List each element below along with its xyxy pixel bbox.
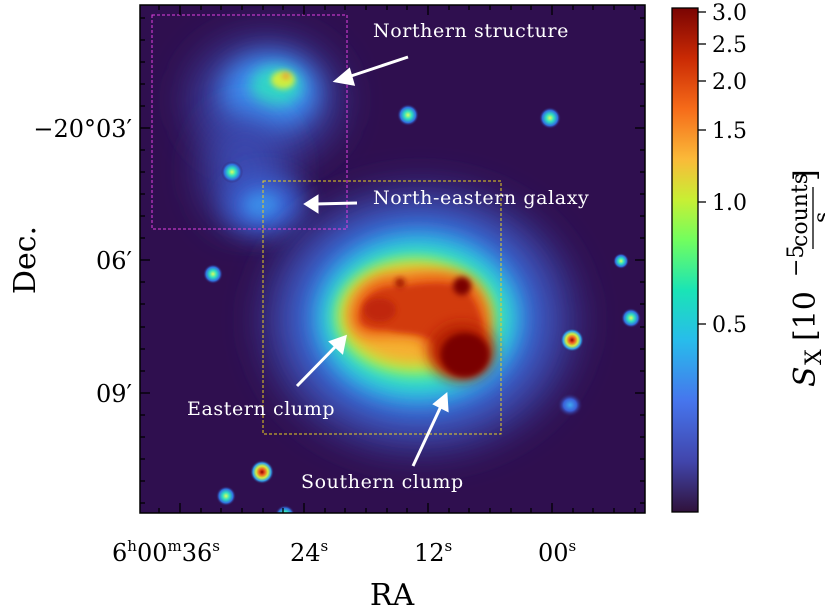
y-tick-label-1: 06′ bbox=[96, 247, 132, 275]
colorbar-tick-5: 0.5 bbox=[712, 313, 747, 338]
y-axis-label: Dec. bbox=[8, 226, 43, 294]
x-tick-labels: 6h00m36s 24s 12s 00s bbox=[112, 537, 576, 567]
north-eastern-galaxy-emission bbox=[225, 175, 305, 235]
colorbar-label: S X [10 −5 counts s ] bbox=[784, 169, 825, 387]
label-southern-clump: Southern clump bbox=[301, 471, 464, 493]
label-northern-structure: Northern structure bbox=[373, 20, 569, 42]
arrow-southern bbox=[411, 403, 444, 467]
x-tick-label-0: 6h00m36s bbox=[112, 537, 220, 567]
y-tick-labels: −20°03′ 06′ 09′ bbox=[33, 115, 132, 408]
colorbar-tick-4: 1.0 bbox=[712, 191, 747, 216]
x-tick-label-2: 12s bbox=[414, 537, 452, 567]
y-tick-label-0: −20°03′ bbox=[33, 115, 132, 143]
svg-text:counts: counts bbox=[788, 173, 813, 247]
colorbar-tick-0: 3.0 bbox=[712, 1, 747, 26]
arrow-ne-galaxy bbox=[314, 201, 358, 206]
xray-image: Northern structure North-eastern galaxy … bbox=[140, 5, 645, 513]
faint-source bbox=[557, 393, 583, 417]
point-sources bbox=[203, 104, 641, 513]
arrow-northern bbox=[344, 55, 409, 80]
label-eastern-clump: Eastern clump bbox=[187, 398, 335, 420]
northern-region-box bbox=[151, 14, 348, 230]
southern-region-box bbox=[262, 180, 502, 435]
y-tick-label-2: 09′ bbox=[96, 380, 132, 408]
svg-text:s: s bbox=[810, 212, 825, 223]
x-tick-label-1: 24s bbox=[290, 537, 328, 567]
svg-text:S: S bbox=[788, 366, 823, 387]
x-axis-label: RA bbox=[370, 578, 415, 613]
x-ticks bbox=[158, 5, 636, 513]
cluster-emission bbox=[265, 190, 575, 450]
svg-text:]: ] bbox=[788, 169, 823, 181]
colorbar: 3.0 2.5 2.0 1.5 1.0 0.5 S X [10 −5 count… bbox=[671, 1, 825, 513]
svg-text:X: X bbox=[802, 349, 825, 365]
label-north-eastern-galaxy: North-eastern galaxy bbox=[373, 187, 589, 209]
colorbar-tick-2: 2.0 bbox=[712, 70, 747, 95]
svg-text:[10: [10 bbox=[788, 291, 823, 341]
plot-frame bbox=[139, 4, 646, 514]
y-ticks bbox=[140, 17, 645, 504]
colorbar-tick-3: 1.5 bbox=[712, 119, 747, 144]
x-tick-label-3: 00s bbox=[538, 537, 576, 567]
svg-text:−5: −5 bbox=[784, 245, 809, 277]
colorbar-tick-1: 2.5 bbox=[712, 33, 747, 58]
arrow-eastern bbox=[295, 342, 340, 388]
